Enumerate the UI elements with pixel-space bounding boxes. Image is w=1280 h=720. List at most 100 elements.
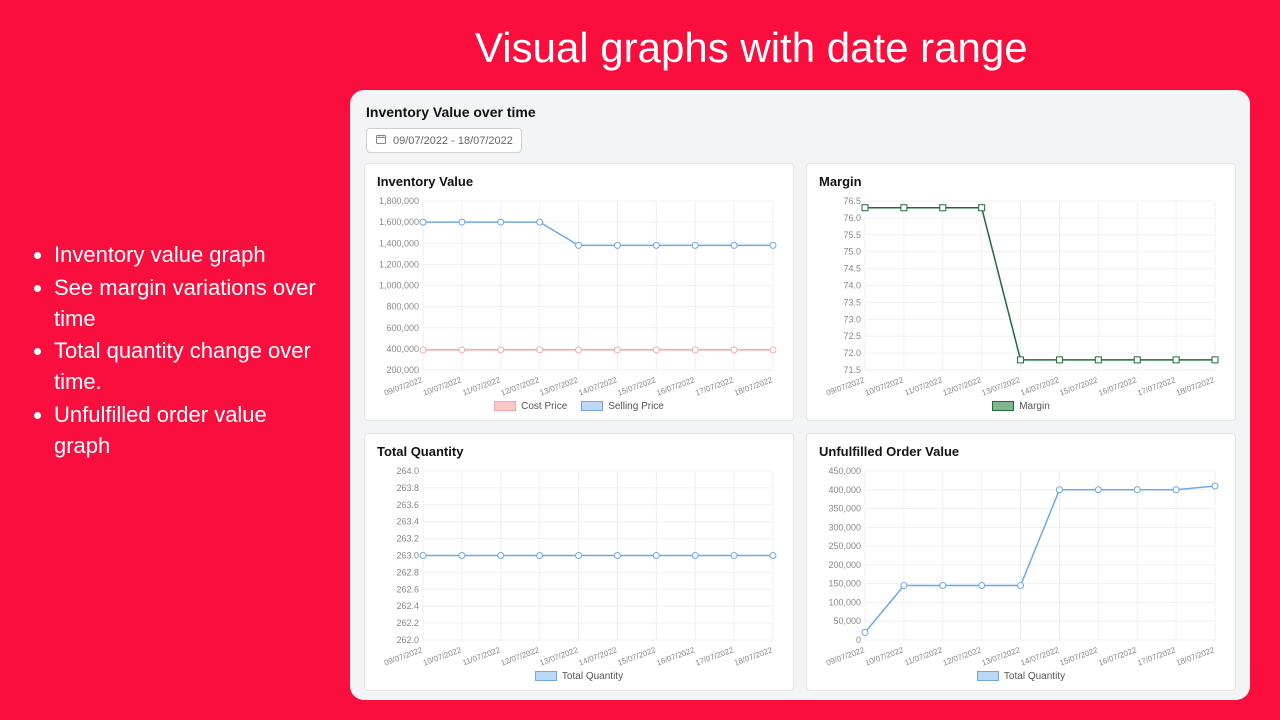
svg-text:250,000: 250,000 [828,541,861,551]
chart-legend: Margin [819,396,1223,414]
svg-text:1,000,000: 1,000,000 [379,281,419,291]
svg-text:10/07/2022: 10/07/2022 [864,645,905,666]
svg-text:18/07/2022: 18/07/2022 [733,645,774,666]
svg-text:76.5: 76.5 [843,196,861,206]
chart-margin: Margin 71.572.072.573.073.574.074.575.07… [806,163,1236,421]
svg-text:263.6: 263.6 [396,500,419,510]
legend-swatch [992,401,1014,411]
svg-text:75.5: 75.5 [843,230,861,240]
svg-text:71.5: 71.5 [843,365,861,375]
legend-label: Total Quantity [1004,671,1065,682]
svg-text:14/07/2022: 14/07/2022 [1019,375,1060,396]
svg-text:14/07/2022: 14/07/2022 [577,645,618,666]
chart-legend: Total Quantity [819,666,1223,684]
svg-text:13/07/2022: 13/07/2022 [539,645,580,666]
svg-text:76.0: 76.0 [843,213,861,223]
svg-text:400,000: 400,000 [828,485,861,495]
svg-text:13/07/2022: 13/07/2022 [981,645,1022,666]
svg-text:15/07/2022: 15/07/2022 [1058,375,1099,396]
svg-text:11/07/2022: 11/07/2022 [461,375,502,396]
svg-text:16/07/2022: 16/07/2022 [1097,645,1138,666]
svg-text:72.0: 72.0 [843,348,861,358]
chart-svg: 71.5 72.0 72.5 73.0 73.5 74.0 74.5 75.0 75.5 76.0… [819,195,1223,396]
chart-total-quantity: Total Quantity 262.0262.2262.4262.6262.8… [364,433,794,691]
svg-text:12/07/2022: 12/07/2022 [942,645,983,666]
chart-title: Margin [819,174,1223,189]
svg-text:14/07/2022: 14/07/2022 [1019,645,1060,666]
legend-item: Selling Price [581,401,664,412]
svg-text:10/07/2022: 10/07/2022 [422,375,463,396]
page-headline: Visual graphs with date range [475,24,1028,72]
chart-svg: 050,000100,000150,000200,000250,000300,0… [819,465,1223,666]
chart-unfulfilled-order-value: Unfulfilled Order Value 050,000100,00015… [806,433,1236,691]
svg-text:12/07/2022: 12/07/2022 [500,375,541,396]
svg-text:11/07/2022: 11/07/2022 [903,645,944,666]
panel-title: Inventory Value over time [366,104,1236,120]
svg-text:73.0: 73.0 [843,314,861,324]
svg-text:17/07/2022: 17/07/2022 [694,645,735,666]
legend-swatch [581,401,603,411]
svg-text:13/07/2022: 13/07/2022 [539,375,580,396]
svg-text:10/07/2022: 10/07/2022 [422,645,463,666]
bullet-item: Total quantity change over time. [54,336,320,398]
svg-text:74.5: 74.5 [843,264,861,274]
chart-svg: 262.0262.2262.4262.6262.8263.0263.2263.4… [377,465,781,666]
svg-text:264.0: 264.0 [396,466,419,476]
chart-legend: Cost Price Selling Price [377,396,781,414]
svg-text:72.5: 72.5 [843,331,861,341]
svg-text:10/07/2022: 10/07/2022 [864,375,905,396]
svg-text:15/07/2022: 15/07/2022 [1058,645,1099,666]
svg-text:11/07/2022: 11/07/2022 [461,645,502,666]
chart-legend: Total Quantity [377,666,781,684]
chart-title: Unfulfilled Order Value [819,444,1223,459]
svg-text:09/07/2022: 09/07/2022 [825,645,866,666]
bullet-item: Inventory value graph [54,240,320,271]
svg-text:13/07/2022: 13/07/2022 [981,375,1022,396]
svg-text:09/07/2022: 09/07/2022 [383,375,424,396]
legend-swatch [977,671,999,681]
legend-label: Total Quantity [562,671,623,682]
svg-text:73.5: 73.5 [843,297,861,307]
svg-text:263.8: 263.8 [396,483,419,493]
svg-text:18/07/2022: 18/07/2022 [733,375,774,396]
svg-text:1,800,000: 1,800,000 [379,196,419,206]
svg-text:200,000: 200,000 [386,365,419,375]
svg-text:263.4: 263.4 [396,517,419,527]
bullet-item: Unfulfilled order value graph [54,400,320,462]
svg-text:16/07/2022: 16/07/2022 [1097,375,1138,396]
legend-item: Cost Price [494,401,567,412]
bullet-item: See margin variations over time [54,273,320,335]
svg-text:17/07/2022: 17/07/2022 [1136,645,1177,666]
chart-inventory-value: Inventory Value 200,000400,000600,000800… [364,163,794,421]
svg-text:16/07/2022: 16/07/2022 [655,375,696,396]
svg-text:74.0: 74.0 [843,281,861,291]
legend-label: Cost Price [521,401,567,412]
dashboard-panel: Inventory Value over time 09/07/2022 - 1… [350,90,1250,700]
feature-bullet-list: Inventory value graph See margin variati… [30,240,320,464]
svg-text:16/07/2022: 16/07/2022 [655,645,696,666]
svg-text:263.2: 263.2 [396,534,419,544]
svg-text:0: 0 [856,635,861,645]
svg-text:262.8: 262.8 [396,567,419,577]
chart-title: Total Quantity [377,444,781,459]
chart-title: Inventory Value [377,174,781,189]
svg-text:15/07/2022: 15/07/2022 [616,375,657,396]
svg-text:262.0: 262.0 [396,635,419,645]
svg-text:75.0: 75.0 [843,247,861,257]
svg-text:350,000: 350,000 [828,504,861,514]
svg-text:800,000: 800,000 [386,302,419,312]
calendar-icon [375,133,387,148]
svg-text:300,000: 300,000 [828,522,861,532]
legend-swatch [494,401,516,411]
svg-text:18/07/2022: 18/07/2022 [1175,645,1216,666]
legend-label: Selling Price [608,401,664,412]
svg-text:450,000: 450,000 [828,466,861,476]
svg-text:262.6: 262.6 [396,584,419,594]
svg-text:600,000: 600,000 [386,323,419,333]
svg-text:1,400,000: 1,400,000 [379,238,419,248]
svg-text:263.0: 263.0 [396,551,419,561]
legend-swatch [535,671,557,681]
svg-text:150,000: 150,000 [828,579,861,589]
date-range-picker[interactable]: 09/07/2022 - 18/07/2022 [366,128,522,153]
svg-text:14/07/2022: 14/07/2022 [577,375,618,396]
